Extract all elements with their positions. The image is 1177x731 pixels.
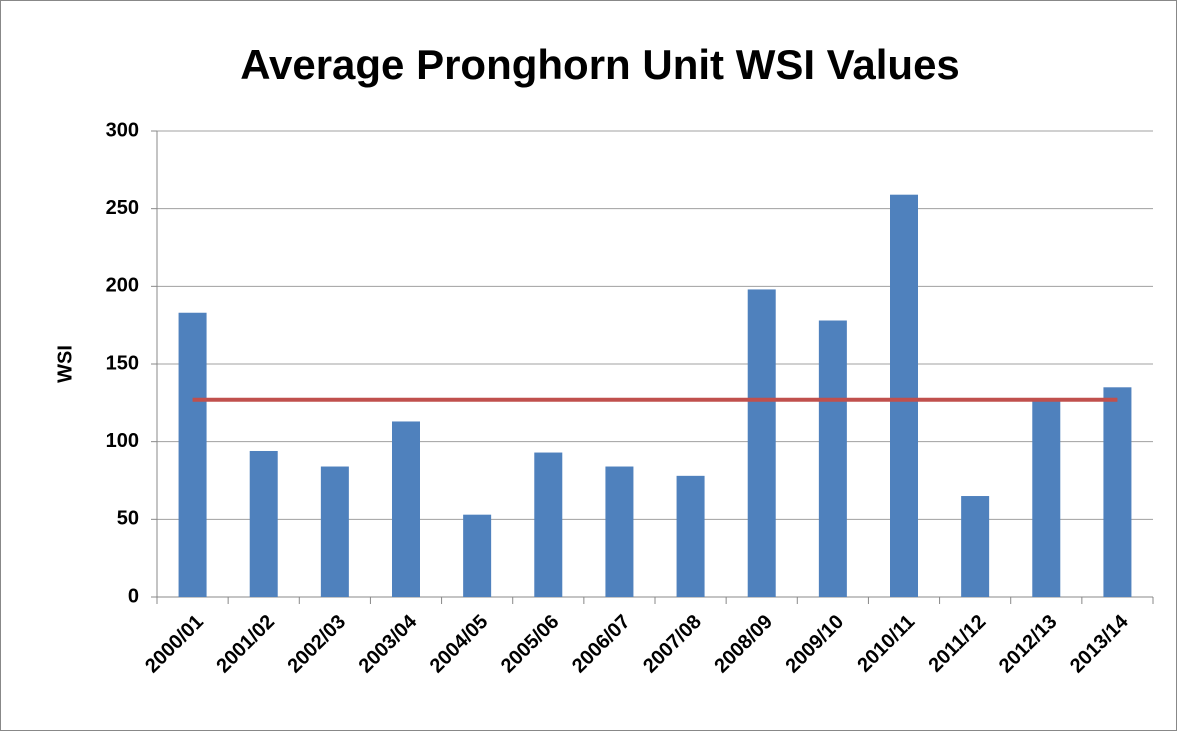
bar (818, 320, 847, 597)
y-axis-label: WSI (54, 345, 76, 383)
chart-title: Average Pronghorn Unit WSI Values (240, 41, 960, 88)
y-tick-label: 0 (128, 585, 139, 607)
bar (463, 514, 492, 597)
bar (320, 466, 349, 597)
bar (961, 496, 990, 597)
bar (1103, 387, 1132, 597)
y-tick-label: 300 (106, 119, 139, 141)
bar (890, 194, 918, 598)
bar (534, 452, 563, 597)
y-tick-label: 150 (106, 352, 139, 374)
bar (1032, 398, 1061, 597)
bar (249, 450, 278, 597)
y-tick-label: 50 (117, 508, 139, 530)
bar (747, 289, 776, 597)
bar (392, 421, 420, 597)
bar (605, 466, 634, 597)
bar (178, 312, 207, 597)
bar (676, 475, 705, 597)
y-tick-label: 200 (106, 275, 139, 297)
y-tick-label: 100 (106, 430, 139, 452)
y-tick-label: 250 (106, 197, 139, 219)
